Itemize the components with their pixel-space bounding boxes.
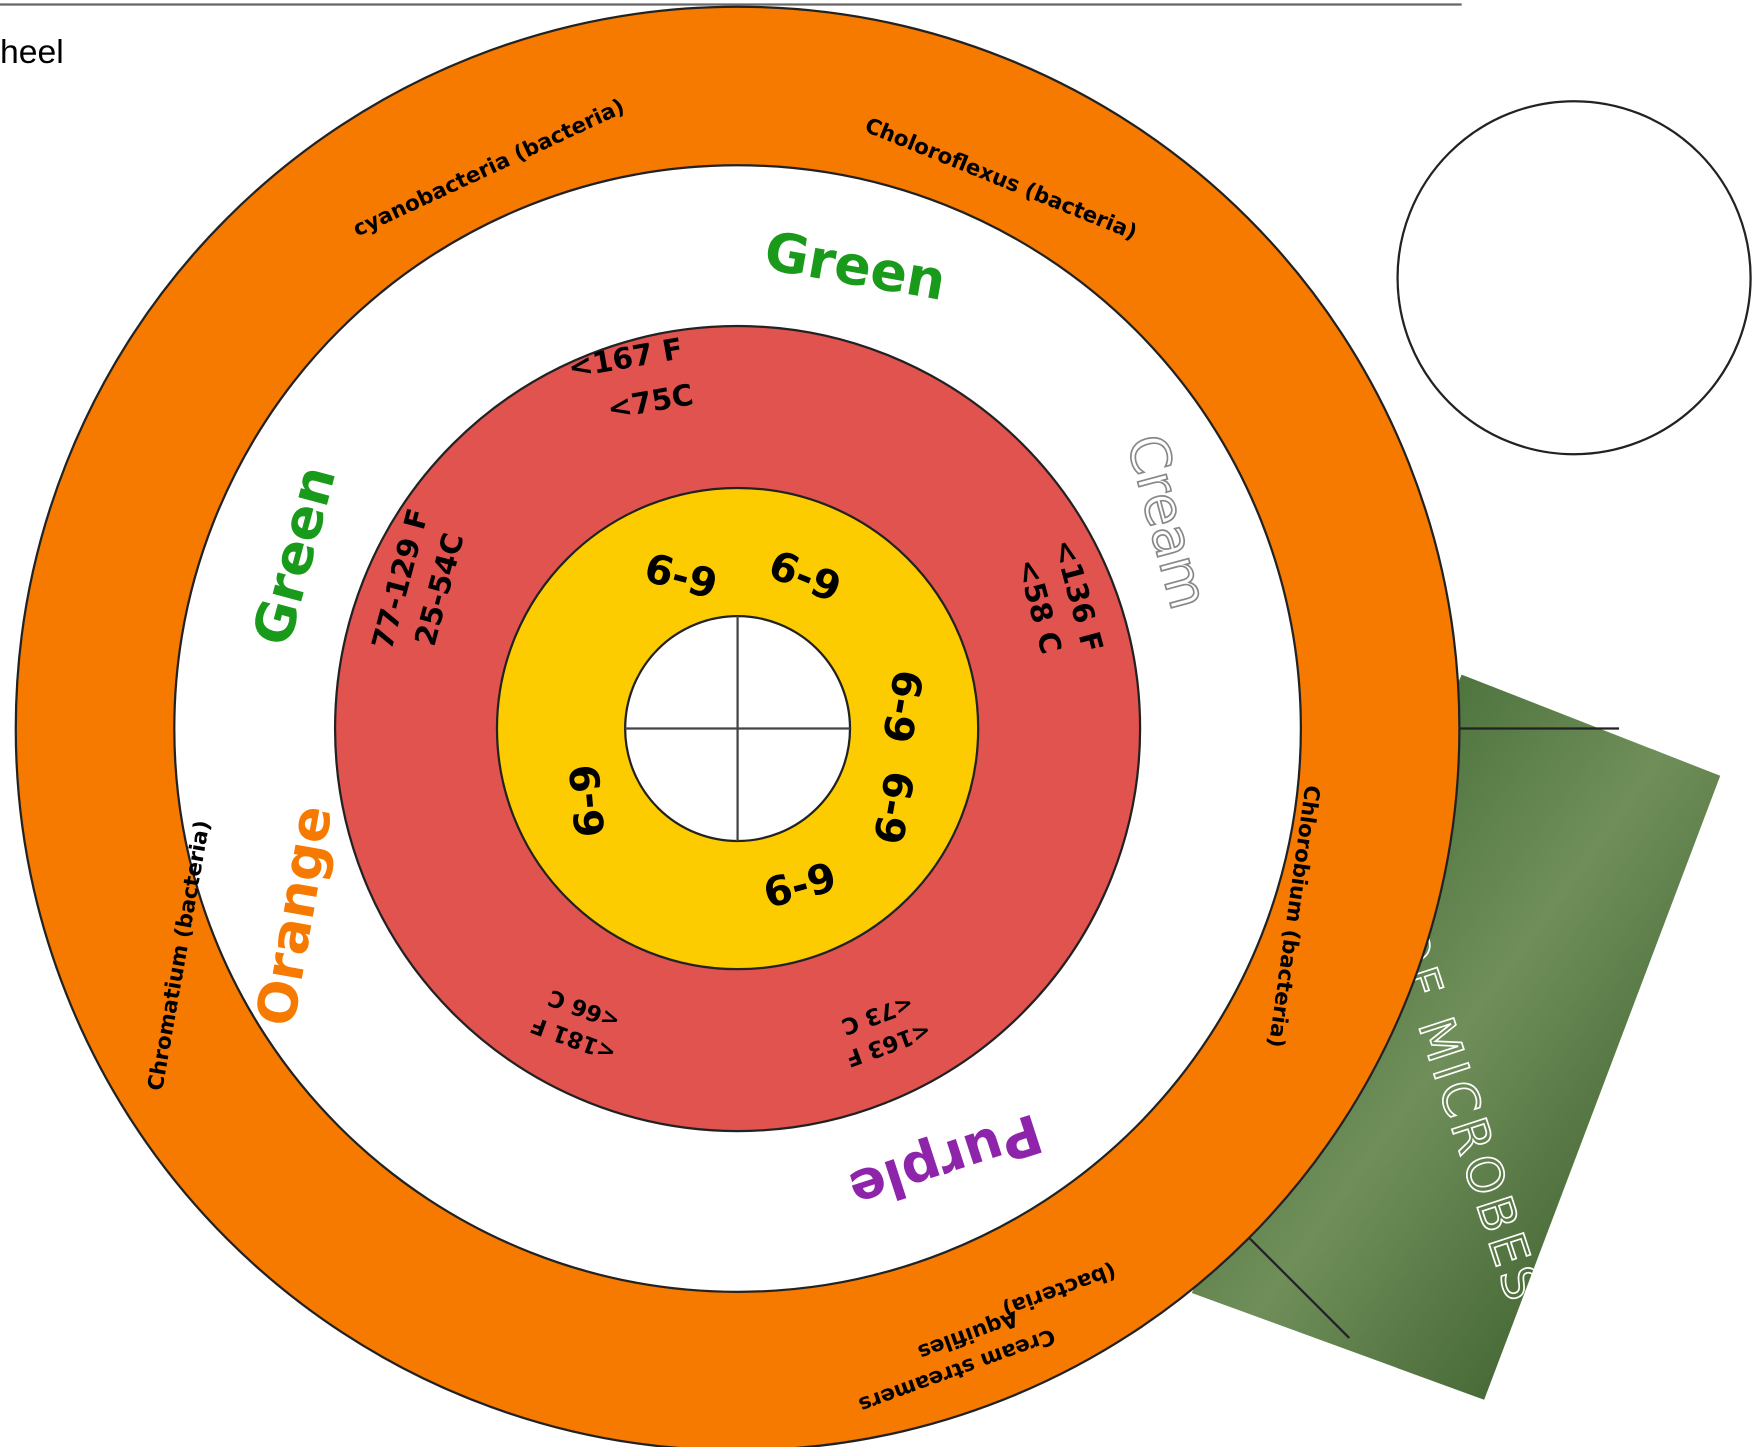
marker-line	[1247, 1235, 1351, 1339]
page-title: heel	[0, 33, 64, 71]
cover-image	[1191, 674, 1721, 1400]
blank-circle	[1396, 100, 1752, 456]
ph-label: 6-9	[560, 762, 614, 839]
